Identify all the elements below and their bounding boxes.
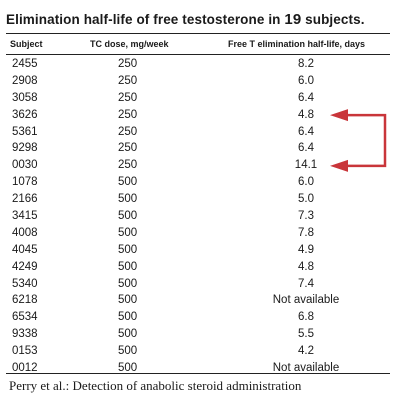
cell-halflife: 6.4 [298, 142, 314, 155]
cell-halflife: 8.2 [298, 58, 314, 70]
column-header-halflife: Free T elimination half-life, days [228, 39, 366, 49]
table-row: 0012 500 Not available [0, 360, 400, 377]
cell-dose: 250 [118, 159, 138, 172]
table-row: 4008 500 7.8 [0, 225, 400, 242]
cell-dose: 500 [118, 176, 138, 189]
table-row: 5340 500 7.4 [0, 276, 400, 293]
cell-dose: 250 [118, 58, 138, 70]
cell-subject: 9338 [12, 328, 38, 341]
cell-halflife: Not available [272, 362, 340, 375]
cell-halflife: 4.2 [298, 345, 314, 358]
table-row: 2166 500 5.0 [0, 191, 400, 208]
cell-halflife: 4.8 [298, 260, 314, 273]
table-row: 2908 250 6.0 [0, 73, 400, 90]
table-row: 1078 500 6.0 [0, 174, 400, 191]
cell-dose: 250 [118, 142, 138, 155]
cell-subject: 5340 [12, 277, 38, 290]
cell-dose: 500 [118, 328, 138, 341]
cell-subject: 4045 [12, 243, 38, 256]
cell-dose: 250 [118, 125, 138, 138]
table-row: 9298 250 6.4 [0, 140, 400, 157]
table-row: 3626 250 4.8 [0, 107, 400, 124]
cell-dose: 500 [118, 210, 138, 223]
cell-dose: 500 [118, 311, 138, 324]
column-header-dose: TC dose, mg/week [90, 39, 169, 49]
title-count: 19 [284, 11, 302, 28]
bottom-rule [6, 373, 390, 374]
cell-dose: 250 [118, 74, 138, 87]
cell-halflife: 6.0 [298, 176, 314, 189]
cell-halflife: 7.8 [298, 226, 314, 239]
cell-subject: 2908 [12, 74, 38, 87]
column-header-subject: Subject [10, 39, 43, 49]
cell-subject: 9298 [12, 142, 38, 155]
cell-dose: 500 [118, 243, 138, 256]
cell-subject: 0012 [12, 362, 38, 375]
cell-halflife: 7.4 [298, 277, 314, 290]
cell-dose: 500 [118, 345, 138, 358]
cell-dose: 500 [118, 260, 138, 273]
cell-halflife: 5.5 [298, 328, 314, 341]
table-row: 5361 250 6.4 [0, 124, 400, 141]
cell-subject: 1078 [12, 176, 38, 189]
cell-halflife: Not available [272, 294, 340, 307]
table-row: 6534 500 6.8 [0, 309, 400, 326]
header-rule [6, 54, 390, 55]
cell-halflife: 7.3 [298, 210, 314, 223]
cell-subject: 2455 [12, 58, 38, 70]
table-row: 0030 250 14.1 [0, 157, 400, 174]
cell-subject: 3058 [12, 91, 38, 104]
cell-halflife: 4.9 [298, 243, 314, 256]
source-caption: Perry et al.: Detection of anabolic ster… [9, 378, 302, 393]
cell-subject: 3626 [12, 108, 38, 121]
cell-halflife: 6.4 [298, 125, 314, 138]
cell-halflife: 14.1 [294, 159, 318, 172]
cell-subject: 0030 [12, 159, 38, 172]
table-body: 2455 250 8.2 2908 250 6.0 3058 250 6.4 3626 250 4.8… [0, 56, 400, 377]
cell-dose: 250 [118, 91, 138, 104]
title-prefix: Elimination half-life of free testostero… [6, 12, 285, 27]
table-title: Elimination half-life of free testostero… [6, 11, 365, 28]
table-row: 2455 250 8.2 [0, 56, 400, 73]
cell-halflife: 6.4 [298, 91, 314, 104]
table-header: Subject TC dose, mg/week Free T eliminat… [0, 39, 400, 53]
cell-subject: 3415 [12, 210, 38, 223]
cell-subject: 0153 [12, 345, 38, 358]
cell-dose: 500 [118, 226, 138, 239]
cell-dose: 500 [118, 193, 138, 206]
cell-subject: 5361 [12, 125, 38, 138]
table-row: 0153 500 4.2 [0, 343, 400, 360]
top-rule [6, 33, 390, 34]
title-suffix: subjects. [301, 12, 365, 27]
cell-halflife: 4.8 [298, 108, 314, 121]
cell-subject: 4008 [12, 226, 38, 239]
table-row: 6218 500 Not available [0, 292, 400, 309]
cell-dose: 500 [118, 294, 138, 307]
cell-dose: 500 [118, 362, 138, 375]
cell-subject: 4249 [12, 260, 38, 273]
cell-subject: 6534 [12, 311, 38, 324]
cell-dose: 500 [118, 277, 138, 290]
cell-subject: 6218 [12, 294, 38, 307]
table-row: 3415 500 7.3 [0, 208, 400, 225]
cell-dose: 250 [118, 108, 138, 121]
table-row: 4045 500 4.9 [0, 242, 400, 259]
cell-halflife: 6.8 [298, 311, 314, 324]
cell-halflife: 5.0 [298, 193, 314, 206]
table-row: 4249 500 4.8 [0, 259, 400, 276]
table-row: 9338 500 5.5 [0, 326, 400, 343]
cell-subject: 2166 [12, 193, 38, 206]
table-row: 3058 250 6.4 [0, 90, 400, 107]
cell-halflife: 6.0 [298, 74, 314, 87]
